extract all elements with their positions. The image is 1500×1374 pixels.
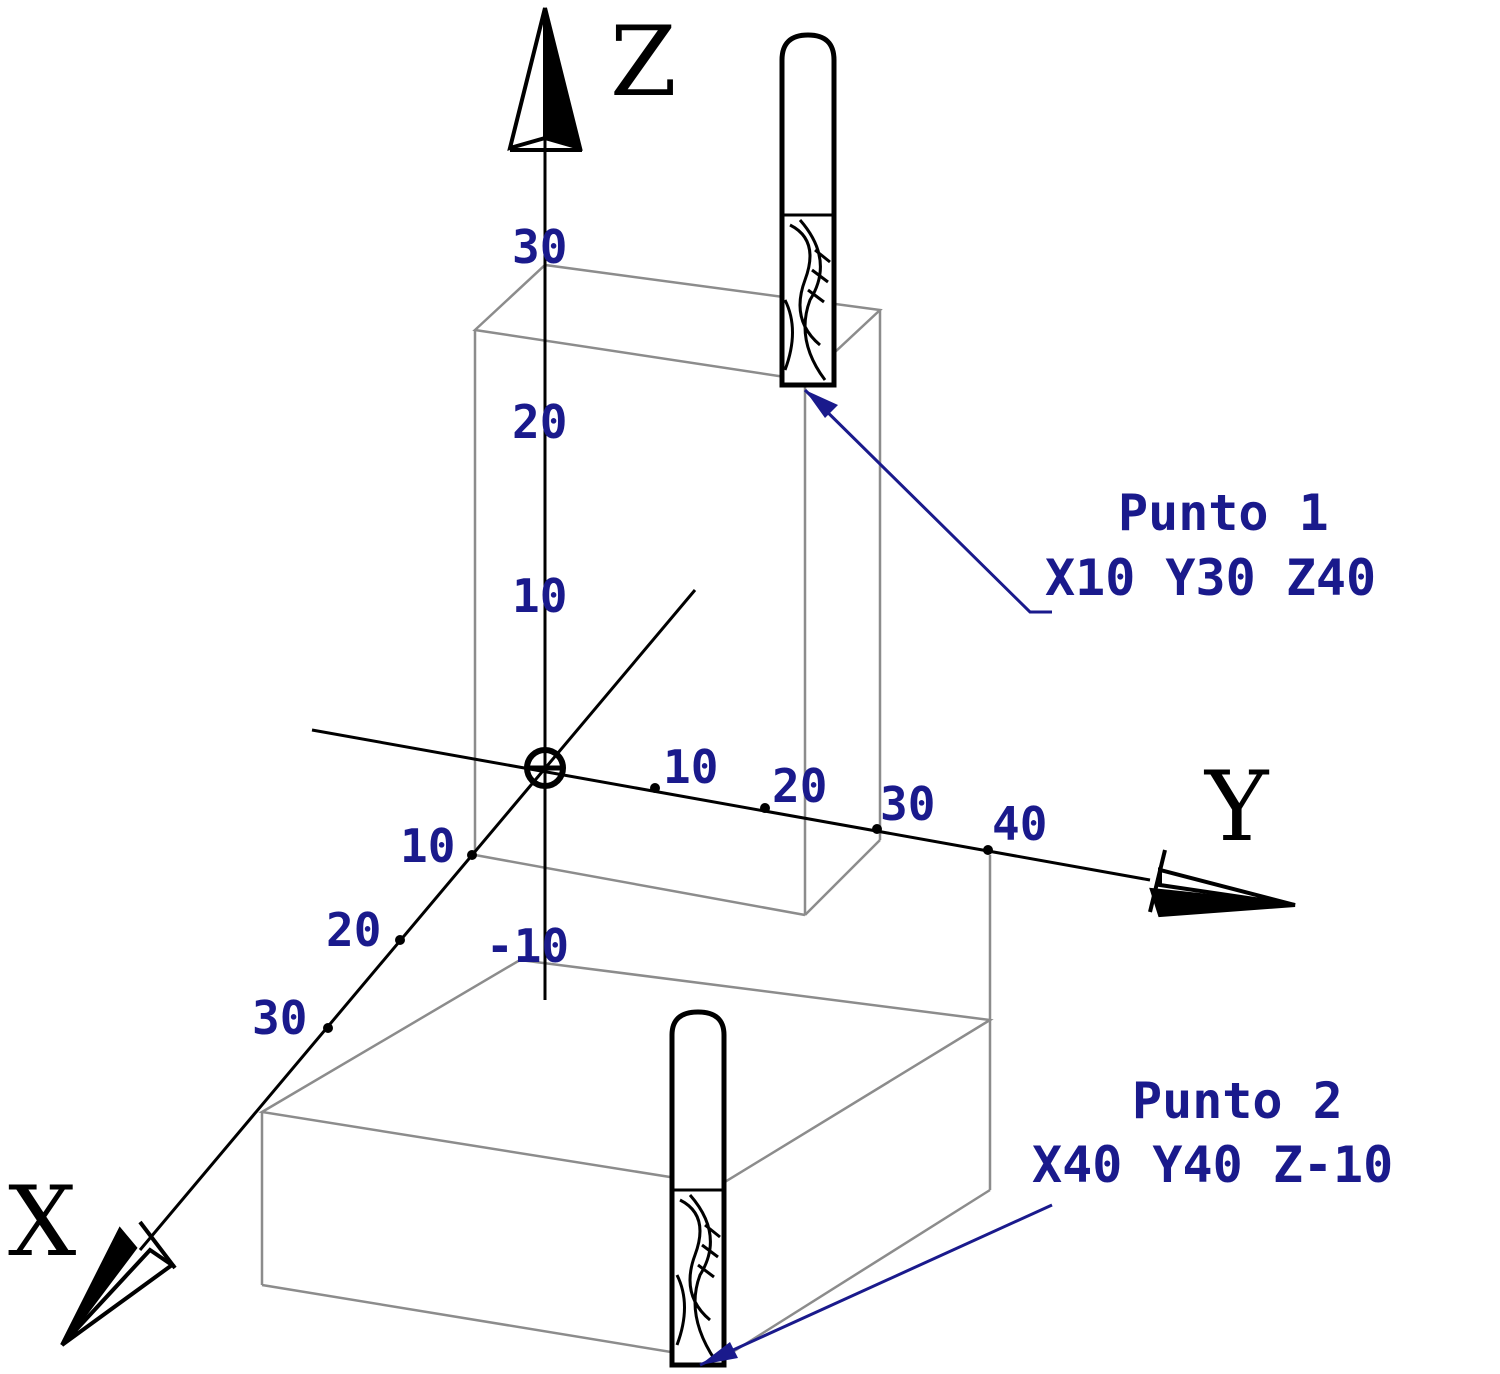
x-tick-dot-10 [467,850,477,860]
punto-1-coords: X10 Y30 Z40 [1045,549,1376,607]
y-tick-dot-30 [872,824,882,834]
x-tick-dot-30 [323,1023,333,1033]
x-tick-label-10: 10 [400,819,455,873]
z-axis [507,7,583,1000]
x-axis-label: X [8,1166,76,1278]
end-mill-tool-icon [669,1009,727,1368]
x-arrowhead-icon [60,1220,177,1347]
x-tick-label-20: 20 [326,903,381,957]
end-mill-tool-icon [779,32,837,388]
x-tick-label-30: 30 [252,991,307,1045]
punto-2-title: Punto 2 [1132,1072,1343,1130]
y-tick-label-10: 10 [663,740,718,794]
y-tick-dot-40 [983,845,993,855]
y-axis [311,728,1296,918]
z-arrowhead-icon [507,7,583,152]
upper-block [472,263,883,917]
leader-punto-1 [803,388,1052,614]
z-tick-label-20: 20 [512,395,567,449]
y-arrowhead-icon [1148,849,1296,918]
y-tick-label-40: 40 [992,797,1047,851]
origin-marker-icon [524,747,566,789]
punto-1-title: Punto 1 [1118,484,1329,542]
y-tick-dot-10 [650,783,660,793]
punto-2-coords: X40 Y40 Z-10 [1032,1136,1393,1194]
x-tick-dot-20 [395,935,405,945]
z-tick-label-minus-10: -10 [486,919,569,973]
y-tick-label-30: 30 [880,777,935,831]
y-axis-label: Y [1203,751,1270,863]
leader-punto-2 [699,1203,1053,1367]
z-axis-label: Z [610,6,677,118]
y-tick-label-20: 20 [772,759,827,813]
tick-dots [323,783,993,1033]
x-axis [60,589,697,1347]
z-tick-label-30: 30 [512,220,567,274]
lower-block [258,855,994,1362]
y-tick-dot-20 [760,803,770,813]
z-tick-label-10: 10 [512,569,567,623]
